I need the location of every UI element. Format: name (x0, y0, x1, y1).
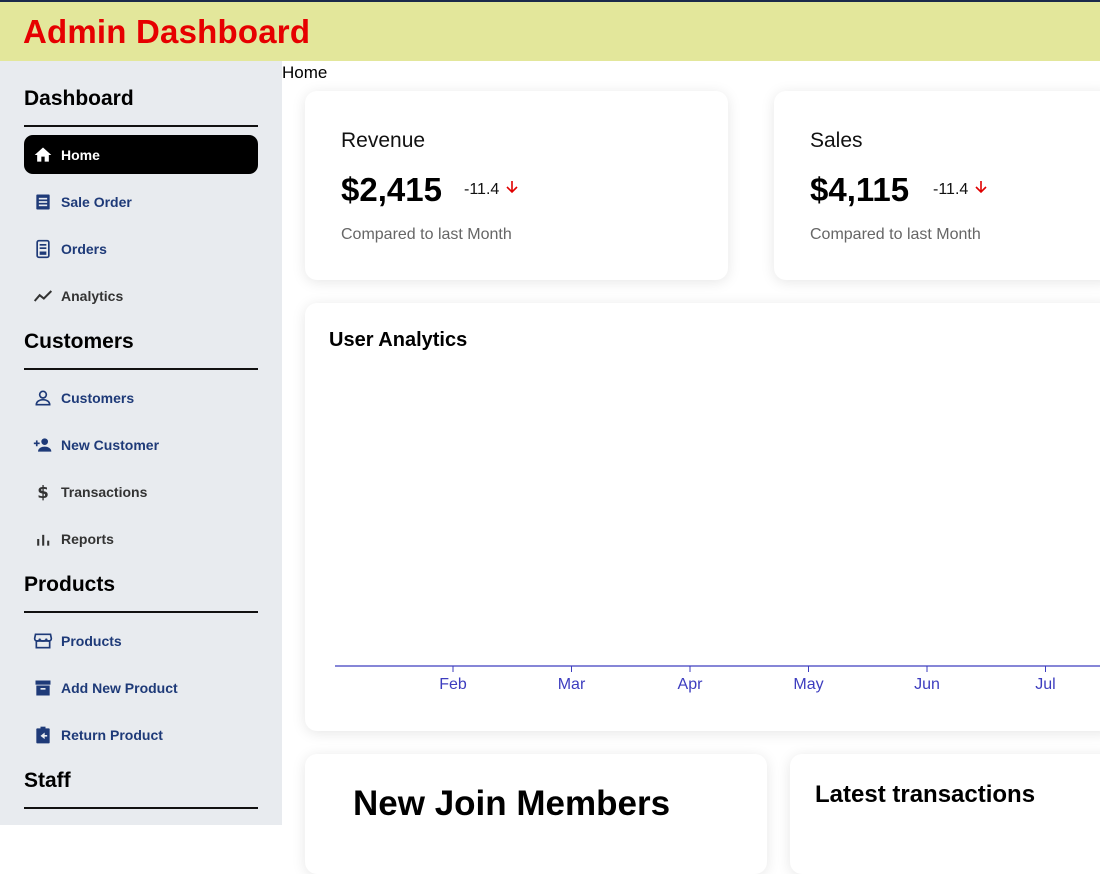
sidebar-item-label: Reports (61, 530, 114, 547)
sidebar-item-label: New Customer (61, 436, 160, 453)
user-analytics-card: User Analytics Feb Mar Apr May Jun Jul (305, 303, 1100, 731)
stat-compare: Compared to last Month (341, 226, 512, 243)
sidebar-item-return-product[interactable]: Return Product (24, 715, 258, 754)
stat-delta-value: -11.4 (464, 180, 500, 198)
sidebar-item-reports[interactable]: Reports (24, 519, 258, 558)
sidebar-item-label: Add New Product (61, 679, 178, 696)
sidebar-item-label: Sale Order (61, 193, 132, 210)
person-add-icon (33, 435, 53, 455)
sidebar-item-analytics[interactable]: Analytics (24, 276, 258, 315)
section-title-dashboard: Dashboard (24, 87, 134, 110)
sidebar-item-transactions[interactable]: $ Transactions (24, 472, 258, 511)
section-divider (24, 125, 258, 127)
user-analytics-chart: Feb Mar Apr May Jun Jul (335, 665, 1100, 693)
app-title: Admin Dashboard (23, 13, 311, 50)
trend-icon (33, 286, 53, 306)
x-axis-label: May (793, 676, 823, 693)
latest-transactions-card (790, 754, 1100, 874)
sidebar-item-label: Transactions (61, 483, 148, 500)
sidebar-item-new-customer[interactable]: New Customer (24, 425, 258, 464)
dollar-icon: $ (33, 482, 53, 502)
sidebar-item-home[interactable]: Home (24, 135, 258, 174)
x-axis-label: Jun (914, 676, 940, 693)
archive-icon (33, 678, 53, 698)
person-icon (33, 388, 53, 408)
sales-card: Sales $4,115 -11.4 Compared to last Mont… (774, 91, 1100, 280)
sidebar-item-orders[interactable]: Orders (24, 229, 258, 268)
store-icon (33, 631, 53, 651)
stat-delta: -11.4 (933, 180, 987, 199)
section-title-products: Products (24, 573, 116, 596)
x-axis-label: Apr (678, 676, 704, 693)
sidebar: Dashboard Home Sale Order Orders Analyti… (0, 61, 282, 825)
stat-label: Revenue (341, 129, 426, 152)
arrow-down-icon (506, 180, 518, 199)
x-axis-label: Mar (558, 676, 586, 693)
sidebar-item-label: Analytics (61, 287, 124, 304)
svg-text:$: $ (37, 482, 49, 501)
section-divider (24, 611, 258, 613)
sidebar-item-products[interactable]: Products (24, 621, 258, 660)
stat-delta: -11.4 (464, 180, 518, 199)
section-title-staff: Staff (24, 769, 71, 792)
return-icon (33, 725, 53, 745)
top-bar: Admin Dashboard (0, 0, 1100, 61)
sidebar-item-label: Customers (61, 389, 135, 406)
sidebar-item-add-new-product[interactable]: Add New Product (24, 668, 258, 707)
x-axis-label: Jul (1035, 676, 1055, 693)
section-title-customers: Customers (24, 330, 134, 353)
new-join-members-title: New Join Members (353, 784, 671, 823)
stat-value: $2,415 (341, 171, 442, 208)
sidebar-item-label: Return Product (61, 726, 163, 743)
stat-delta-value: -11.4 (933, 180, 969, 198)
section-divider (24, 368, 258, 370)
latest-transactions-title: Latest transactions (815, 781, 1036, 808)
stat-label: Sales (810, 129, 863, 152)
breadcrumb[interactable]: Home (282, 63, 328, 82)
section-divider (24, 807, 258, 809)
sidebar-item-label: Orders (61, 240, 107, 257)
receipt-icon (33, 192, 53, 212)
stat-value: $4,115 (810, 171, 910, 208)
sidebar-item-customers[interactable]: Customers (24, 378, 258, 417)
x-axis-label: Feb (439, 676, 467, 693)
bar-chart-icon (33, 529, 53, 549)
revenue-card: Revenue $2,415 -11.4 Compared to last Mo… (305, 91, 728, 280)
sidebar-item-label: Home (61, 146, 100, 163)
stat-compare: Compared to last Month (810, 226, 981, 243)
orders-icon (33, 239, 53, 259)
user-analytics-title: User Analytics (329, 329, 468, 351)
sidebar-item-label: Products (61, 632, 122, 649)
sidebar-item-sale-order[interactable]: Sale Order (24, 182, 258, 221)
home-icon (33, 145, 53, 165)
arrow-down-icon (975, 180, 987, 199)
